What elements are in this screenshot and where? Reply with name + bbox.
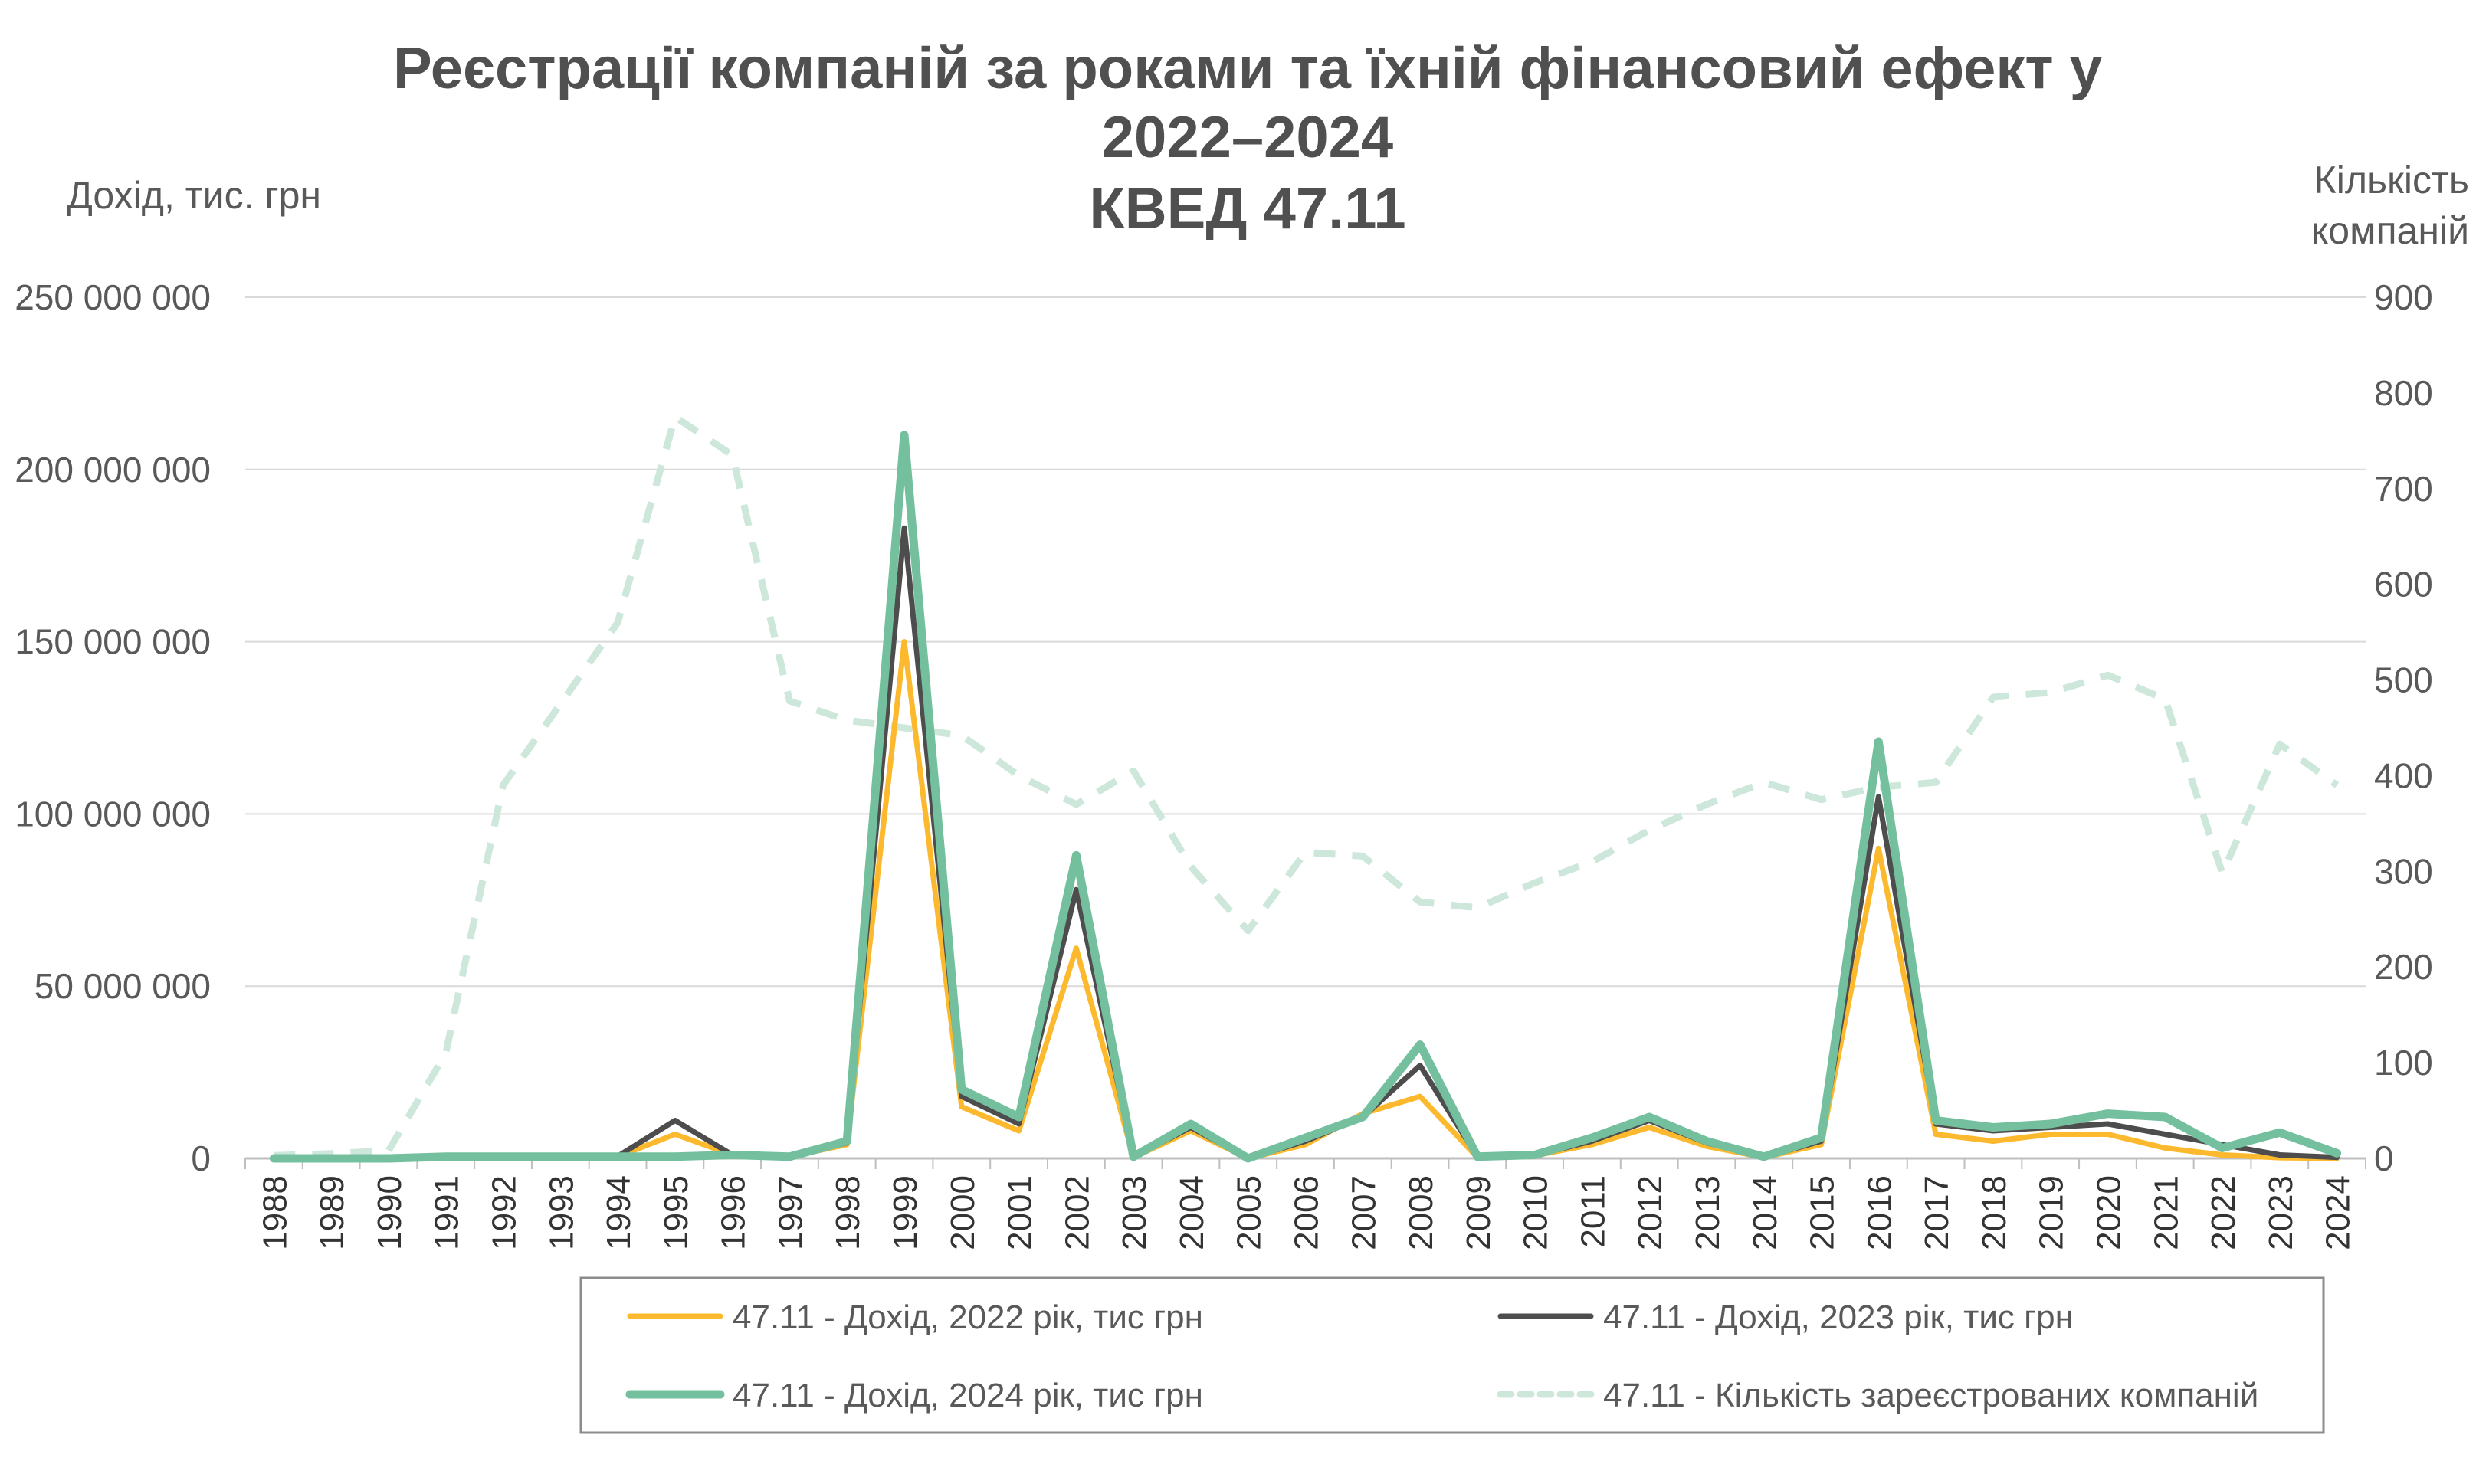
x-tick-label: 2022 [2205, 1175, 2242, 1250]
y-tick-label: 250 000 000 [15, 277, 211, 317]
legend-label: 47.11 - Кількість зареєстрованих компані… [1603, 1377, 2258, 1414]
y-tick-label: 50 000 000 [34, 966, 211, 1006]
x-tick-label: 1993 [543, 1175, 580, 1250]
y2-tick-label: 400 [2374, 755, 2433, 795]
y-tick-label: 150 000 000 [15, 622, 211, 662]
y2-tick-label: 100 [2374, 1043, 2433, 1083]
x-tick-label: 2020 [2090, 1175, 2127, 1250]
x-tick-label: 2006 [1288, 1175, 1326, 1250]
x-tick-label: 2003 [1116, 1175, 1153, 1250]
title-line-1: Реєстрації компаній за роками та їхній ф… [393, 36, 2102, 101]
x-tick-label: 2001 [1002, 1175, 1039, 1250]
x-tick-label: 2002 [1058, 1175, 1096, 1250]
series-line-1 [274, 528, 2337, 1158]
series-line-2 [274, 435, 2337, 1158]
y2-axis-label-line-1: Кількість [2314, 159, 2469, 201]
series-line-3 [274, 417, 2337, 1155]
y2-tick-label: 700 [2374, 469, 2433, 509]
y2-tick-label: 200 [2374, 947, 2433, 987]
legend-label: 47.11 - Дохід, 2023 рік, тис грн [1603, 1299, 2074, 1336]
x-tick-label: 2004 [1173, 1175, 1211, 1250]
title-line-3: КВЕД 47.11 [1089, 176, 1405, 241]
x-tick-label: 2018 [1976, 1175, 2013, 1250]
chart-title: Реєстрації компаній за роками та їхній ф… [393, 36, 2102, 241]
x-tick-label: 1991 [428, 1175, 466, 1250]
legend: 47.11 - Дохід, 2022 рік, тис грн 47.11 - … [581, 1278, 2324, 1433]
x-tick-label: 1999 [887, 1175, 924, 1250]
y2-tick-label: 900 [2374, 277, 2433, 317]
x-tick-label: 1989 [313, 1175, 351, 1250]
x-tick-label: 2023 [2262, 1175, 2300, 1250]
x-tick-label: 2008 [1402, 1175, 1440, 1250]
y2-tick-label: 0 [2374, 1138, 2394, 1178]
x-tick-label: 1988 [256, 1175, 294, 1250]
series-line-0 [274, 642, 2337, 1158]
x-tick-label: 2010 [1517, 1175, 1555, 1250]
x-tick-label: 2019 [2033, 1175, 2071, 1250]
x-tick-label: 2021 [2147, 1175, 2185, 1250]
x-tick-label: 2011 [1574, 1175, 1612, 1248]
y2-axis-label-line-2: компаній [2311, 209, 2469, 252]
y2-tick-label: 300 [2374, 851, 2433, 891]
x-tick-label: 1992 [486, 1175, 523, 1250]
x-tick-label: 2013 [1689, 1175, 1727, 1250]
x-tick-label: 2007 [1345, 1175, 1382, 1250]
x-tick-label: 2024 [2320, 1175, 2357, 1250]
x-tick-label: 2000 [944, 1175, 982, 1250]
x-tick-label: 2017 [1918, 1175, 1956, 1250]
y2-tick-label: 800 [2374, 373, 2433, 413]
y-axis-label: Дохід, тис. грн [67, 174, 321, 217]
y-tick-label: 200 000 000 [15, 450, 211, 490]
x-tick-label: 2005 [1231, 1175, 1268, 1250]
legend-label: 47.11 - Дохід, 2024 рік, тис грн [733, 1377, 1203, 1414]
y2-tick-label: 500 [2374, 660, 2433, 700]
x-tick-label: 2016 [1861, 1175, 1898, 1250]
x-tick-label: 1996 [715, 1175, 753, 1250]
x-tick-label: 2014 [1746, 1175, 1784, 1250]
x-tick-label: 1990 [371, 1175, 408, 1250]
x-tick-label: 1997 [772, 1175, 809, 1250]
x-tick-label: 2015 [1804, 1175, 1841, 1250]
legend-label: 47.11 - Дохід, 2022 рік, тис грн [733, 1299, 1203, 1336]
x-tick-label: 1998 [829, 1175, 867, 1250]
x-tick-label: 2012 [1632, 1175, 1669, 1250]
x-tick-label: 2009 [1460, 1175, 1497, 1250]
x-tick-label: 1995 [658, 1175, 695, 1250]
x-tick-label: 1994 [600, 1175, 638, 1250]
y-tick-label: 100 000 000 [15, 794, 211, 834]
y2-tick-label: 600 [2374, 565, 2433, 604]
title-line-2: 2022–2024 [1102, 105, 1393, 170]
y-tick-label: 0 [191, 1138, 211, 1178]
